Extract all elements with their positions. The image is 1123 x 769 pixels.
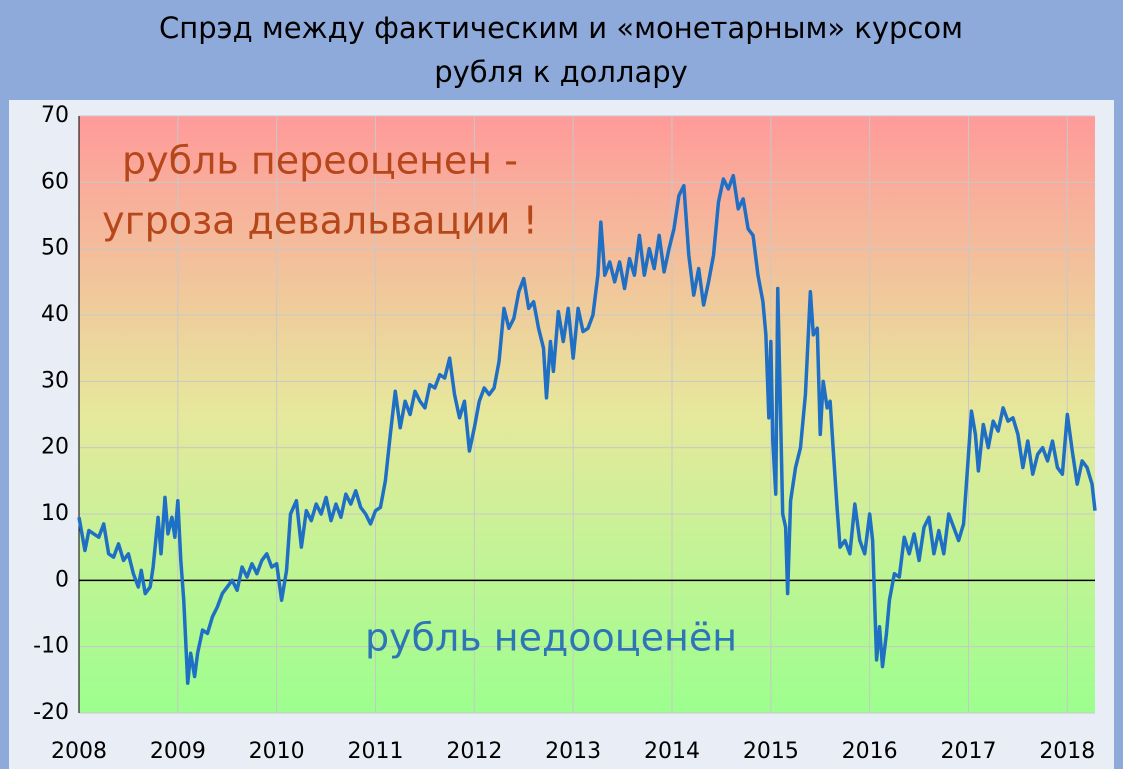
x-tick-label: 2017 bbox=[940, 739, 996, 764]
y-tick-label: 50 bbox=[41, 236, 69, 261]
y-tick-label: 30 bbox=[41, 368, 69, 393]
x-tick-label: 2010 bbox=[249, 739, 305, 764]
x-tick-label: 2009 bbox=[150, 739, 206, 764]
x-tick-label: 2014 bbox=[644, 739, 700, 764]
annotation: угроза девальвации ! bbox=[102, 199, 538, 243]
y-tick-label: 60 bbox=[41, 169, 69, 194]
y-tick-label: -20 bbox=[33, 700, 69, 725]
plot-area bbox=[79, 116, 1095, 713]
y-tick-label: 0 bbox=[55, 567, 69, 592]
frame-right bbox=[1114, 100, 1123, 769]
x-tick-label: 2011 bbox=[347, 739, 403, 764]
frame-left bbox=[0, 100, 9, 769]
x-tick-label: 2016 bbox=[842, 739, 898, 764]
annotation: рубль переоценен - bbox=[122, 139, 518, 183]
x-tick-label: 2018 bbox=[1039, 739, 1095, 764]
x-tick-label: 2015 bbox=[743, 739, 799, 764]
data-line bbox=[77, 173, 1097, 685]
y-tick-label: 70 bbox=[41, 103, 69, 128]
x-tick-label: 2013 bbox=[545, 739, 601, 764]
y-tick-label: 10 bbox=[41, 501, 69, 526]
y-tick-label: -10 bbox=[33, 634, 69, 659]
x-tick-label: 2012 bbox=[446, 739, 502, 764]
title-band bbox=[0, 0, 1123, 100]
y-tick-label: 40 bbox=[41, 302, 69, 327]
y-tick-label: 20 bbox=[41, 435, 69, 460]
chart-title: рубля к доллару bbox=[434, 55, 688, 89]
x-tick-label: 2008 bbox=[51, 739, 107, 764]
chart-title: Спрэд между фактическим и «монетарным» к… bbox=[159, 11, 963, 45]
annotation: рубль недооценён bbox=[365, 616, 737, 660]
